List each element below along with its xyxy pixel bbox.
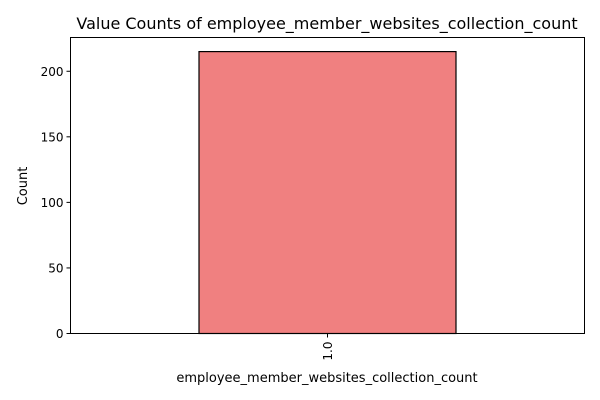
bar-1.0: [198, 50, 457, 335]
y-tick-label: 50: [48, 261, 63, 275]
x-axis: 1.0: [321, 333, 335, 361]
y-axis: 0 50 100 150 200: [41, 65, 71, 341]
y-tick-label: 200: [41, 65, 64, 79]
y-tick-label: 150: [41, 130, 64, 144]
y-tick-label: 100: [41, 196, 64, 210]
x-axis-label: employee_member_websites_collection_coun…: [176, 371, 477, 386]
x-tick-label: 1.0: [321, 342, 335, 361]
y-axis-label: Count: [16, 167, 31, 206]
bars-layer: [198, 50, 457, 335]
y-tick-label: 0: [56, 327, 64, 341]
chart-title: Value Counts of employee_member_websites…: [76, 14, 577, 34]
